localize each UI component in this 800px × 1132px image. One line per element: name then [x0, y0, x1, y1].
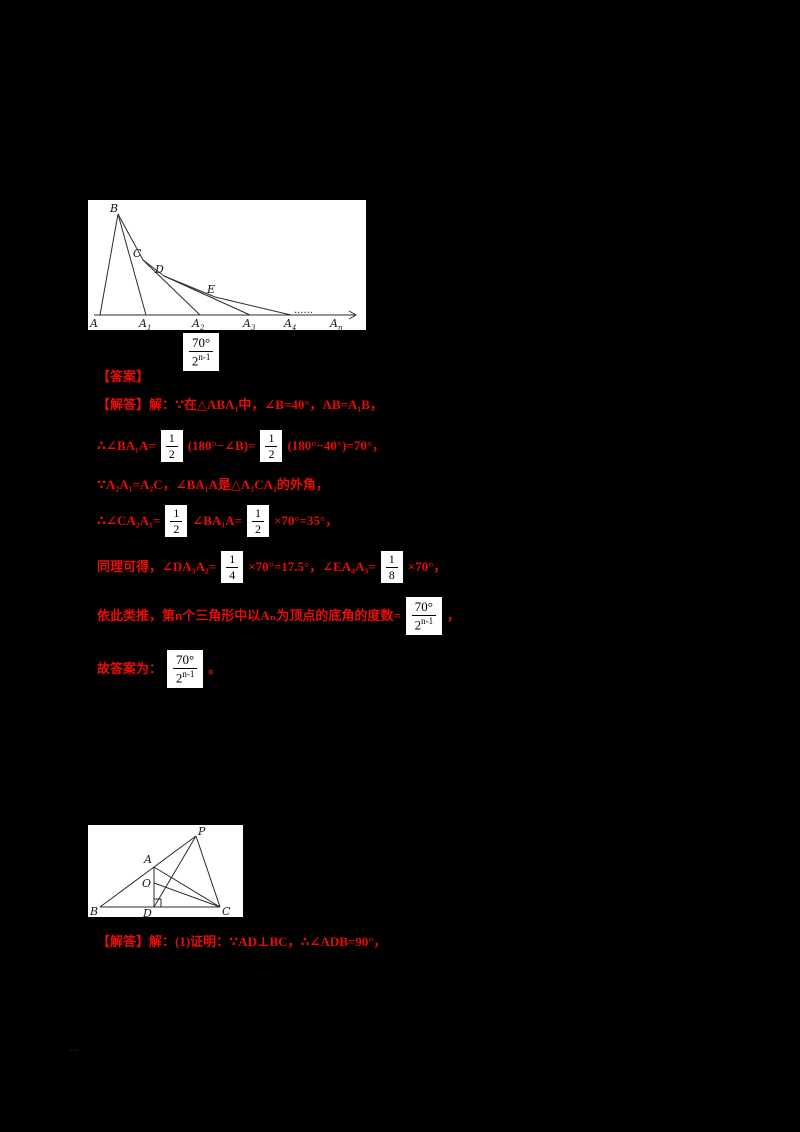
solution-text: ×70°，: [407, 559, 447, 575]
diagram-labels: P A O B D C: [89, 825, 231, 917]
label-C: C: [222, 905, 231, 917]
label-P: P: [197, 825, 206, 838]
label-A2: A2: [191, 317, 205, 330]
solution-text: ∴∠CA₂A₁=: [97, 513, 161, 529]
fraction-one-half: 1 2: [160, 430, 183, 463]
fraction-numerator: 70°: [189, 336, 214, 352]
label-C: C: [133, 247, 142, 260]
solution-text: 故答案为：: [97, 661, 163, 676]
diagram-lines: [99, 835, 221, 908]
diagram-lines: [94, 213, 358, 320]
fraction-one-half: 1 2: [165, 505, 188, 538]
label-E: E: [206, 283, 215, 296]
solution1-line-calc3: 同理可得，∠DA₃A₂= 1 4 ×70°=17.5°，∠EA₄A₃= 1 8 …: [97, 551, 447, 584]
fraction-one-quarter: 1 4: [221, 551, 244, 584]
label-D: D: [142, 907, 152, 917]
solution-text: 依此类推，第n个三角形中以Aₙ为顶点的底角的度数=: [97, 608, 401, 623]
label-D: D: [154, 263, 164, 276]
answer-tag: 【答案】: [97, 369, 149, 385]
label-A: A: [143, 853, 152, 866]
answer-tag-text: 【答案】: [97, 369, 150, 384]
label-A3: A3: [242, 317, 256, 330]
solution-text: ∵A₂A₁=A₂C，∠BA₁A是△A₁CA₂的外角，: [97, 477, 329, 492]
label-A1: A1: [138, 317, 151, 330]
diagram-labels: B C D E A A1 A2 A3 A4 An ......: [89, 202, 343, 330]
solution-text: ×70°=35°，: [273, 513, 339, 529]
fraction-one-half: 1 2: [246, 505, 269, 538]
solution-text: ∠BA₁A=: [192, 513, 242, 529]
label-ellipsis: ......: [294, 305, 313, 316]
page-footer: ···: [70, 1048, 79, 1054]
solution-text: ，: [446, 608, 460, 623]
solution-text: 。: [208, 661, 222, 676]
triangle-altitude-svg: P A O B D C: [89, 825, 231, 917]
solution-text: 【解答】解：(1)证明：∵AD⊥BC，∴∠ADB=90°，: [97, 934, 387, 949]
solution-text: 同理可得，∠DA₃A₂=: [97, 559, 217, 575]
figure-triangle-altitude: P A O B D C: [88, 825, 243, 917]
fraction-one-half: 1 2: [260, 430, 283, 463]
solution1-line-conclusion: 依此类推，第n个三角形中以Aₙ为顶点的底角的度数= 70° 2n-1 ，: [97, 597, 460, 635]
solution1-line-intro: 【解答】解：∵在△ABA₁中，∠B=40°，AB=A₁B，: [97, 397, 383, 413]
solution-text: (180°−∠B)=: [187, 438, 256, 454]
solution-text: (180°−40°)=70°，: [287, 438, 386, 454]
label-O: O: [142, 877, 151, 890]
solution-text: ×70°=17.5°，∠EA₄A₃=: [248, 559, 376, 575]
solution-text: ∴∠BA₁A=: [97, 438, 156, 454]
label-B: B: [89, 905, 98, 917]
triangle-chain-svg: B C D E A A1 A2 A3 A4 An ......: [89, 202, 358, 330]
solution1-line-calc1: ∴∠BA₁A= 1 2 (180°−∠B)= 1 2 (180°−40°)=70…: [97, 430, 386, 463]
solution2-line-intro: 【解答】解：(1)证明：∵AD⊥BC，∴∠ADB=90°，: [97, 934, 387, 950]
fraction-70-over-2n1: 70° 2n-1: [405, 597, 442, 635]
solution1-line-final: 故答案为： 70° 2n-1 。: [97, 650, 221, 688]
solution-text: 【解答】解：∵在△ABA₁中，∠B=40°，AB=A₁B，: [97, 397, 383, 412]
label-A4: A4: [283, 317, 296, 330]
fraction-70-over-2n1: 70° 2n-1: [167, 650, 204, 688]
label-A: A: [89, 317, 98, 330]
label-An: An: [329, 317, 343, 330]
solution1-line-calc2: ∴∠CA₂A₁= 1 2 ∠BA₁A= 1 2 ×70°=35°，: [97, 505, 339, 538]
label-B: B: [109, 202, 118, 215]
figure-triangle-chain: B C D E A A1 A2 A3 A4 An ......: [88, 200, 366, 330]
fraction-one-eighth: 1 8: [380, 551, 403, 584]
answer-fraction: 70° 2n-1: [183, 333, 220, 371]
solution1-line-reason: ∵A₂A₁=A₂C，∠BA₁A是△A₁CA₂的外角，: [97, 477, 329, 493]
fraction-denominator: 2n-1: [191, 351, 211, 368]
